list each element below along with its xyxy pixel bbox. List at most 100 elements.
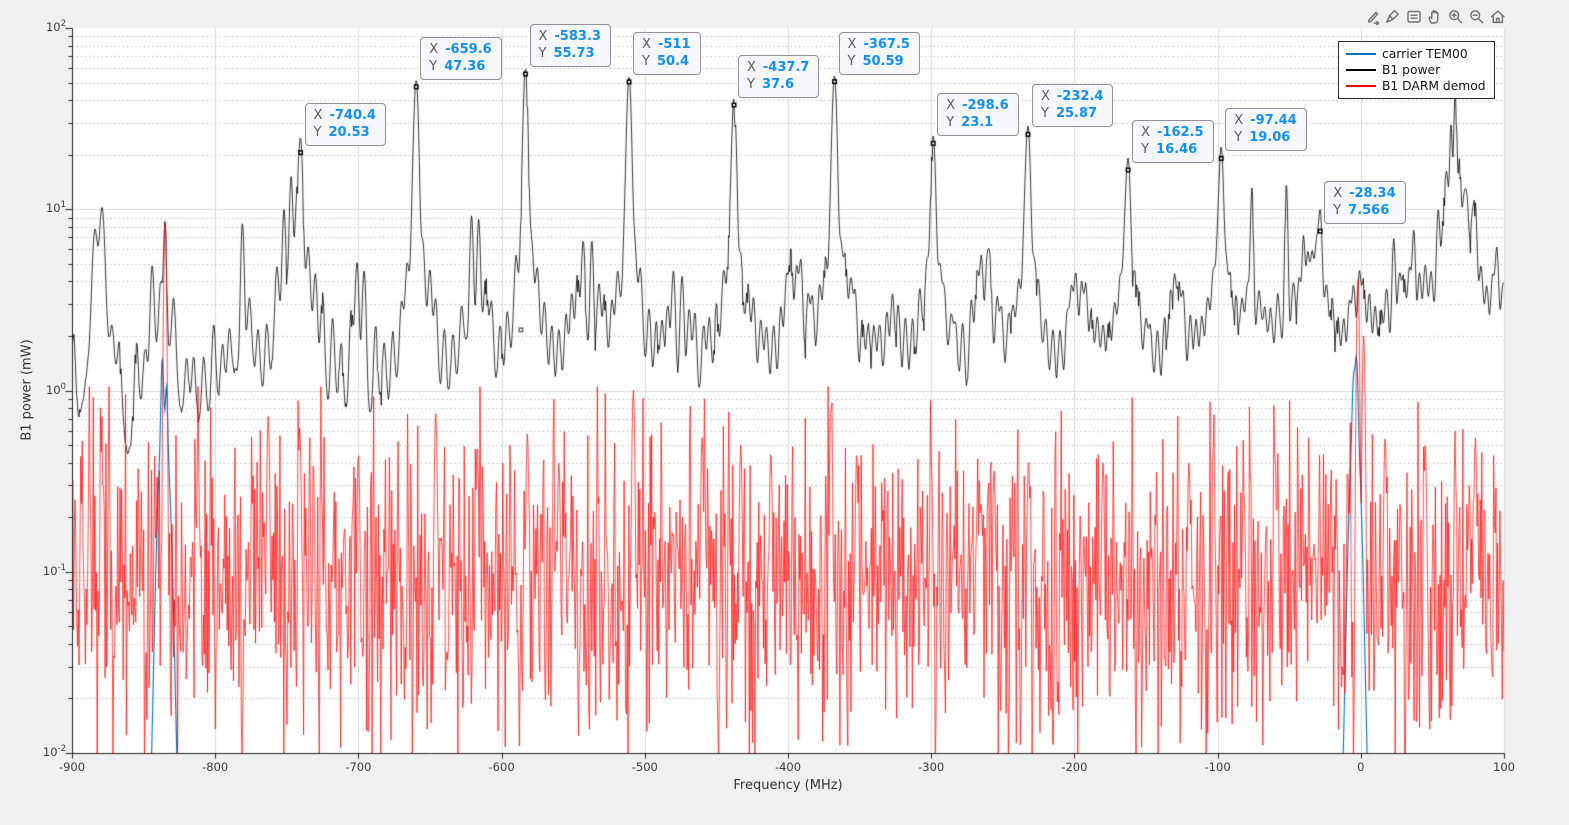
y-tick-label: 101 <box>45 200 66 216</box>
datatip-axis-letter: X <box>313 107 323 123</box>
datatip-7[interactable]: X -232.4 Y 25.87 <box>1032 84 1114 128</box>
datatip-value: 20.53 <box>328 124 370 140</box>
zoom-in-icon[interactable] <box>1446 7 1465 26</box>
datatip-value: -97.44 <box>1250 113 1297 129</box>
datatip-9[interactable]: X -97.44 Y 19.06 <box>1225 108 1307 152</box>
x-tick-label: -100 <box>1204 760 1231 774</box>
datatip-value: 47.36 <box>444 58 486 74</box>
y-tick-label: 10-1 <box>42 562 66 578</box>
datatip-row: X -97.44 <box>1234 112 1296 129</box>
legend-line-sample <box>1346 69 1376 71</box>
datatip-6[interactable]: X -298.6 Y 23.1 <box>937 93 1019 137</box>
legend-line-sample <box>1346 85 1376 87</box>
datatip-row: Y 50.59 <box>848 53 910 70</box>
export-icon[interactable] <box>1362 7 1381 26</box>
datatip-1[interactable]: X -659.6 Y 47.36 <box>420 36 502 80</box>
datatip-value: -511 <box>657 36 691 52</box>
legend-line-sample <box>1346 53 1376 55</box>
datatip-value: -740.4 <box>329 107 376 123</box>
datatip-row: X -740.4 <box>314 107 376 124</box>
datatip-4[interactable]: X -437.7 Y 37.6 <box>738 54 820 98</box>
datatip-value: -583.3 <box>554 29 601 45</box>
datatip-axis-letter: Y <box>946 115 955 131</box>
datatip-axis-letter: X <box>538 29 548 45</box>
datatip-axis-letter: Y <box>313 124 322 140</box>
datatip-row: Y 47.36 <box>429 58 491 75</box>
datatip-0[interactable]: X -740.4 Y 20.53 <box>304 102 386 146</box>
datatip-value: 25.87 <box>1055 106 1098 122</box>
x-tick-label: -500 <box>631 760 658 774</box>
datatip-row: Y 20.53 <box>314 124 376 141</box>
datatip-row: Y 55.73 <box>539 45 601 62</box>
datatip-axis-letter: Y <box>642 53 650 69</box>
datatip-axis-letter: Y <box>1234 130 1243 146</box>
datatip-row: X -28.34 <box>1333 185 1395 202</box>
legend-entry-1[interactable]: B1 power <box>1346 62 1486 78</box>
datatip-axis-letter: X <box>747 59 756 75</box>
y-tick-label: 102 <box>45 19 66 34</box>
datatip-row: X -659.6 <box>429 41 491 58</box>
legend-entry-label: B1 power <box>1382 63 1441 77</box>
zoom-out-icon[interactable] <box>1467 7 1486 26</box>
datatip-row: Y 25.87 <box>1041 105 1103 122</box>
datatip-row: X -583.3 <box>539 28 601 45</box>
y-tick-label: 100 <box>45 381 66 397</box>
datatip-value: -437.7 <box>762 59 810 75</box>
x-tick-label: -900 <box>58 760 86 774</box>
datatip-axis-letter: X <box>429 41 439 57</box>
datatip-value: -367.5 <box>863 36 910 52</box>
legend-entry-label: B1 DARM demod <box>1382 79 1486 93</box>
datatip-value: 16.46 <box>1156 142 1198 158</box>
datatip-axis-letter: X <box>1041 89 1050 105</box>
y-tick-label: 10-2 <box>42 744 66 759</box>
x-tick-label: 0 <box>1357 760 1365 774</box>
datatip-axis-letter: Y <box>1333 203 1342 219</box>
datatip-value: 7.566 <box>1348 203 1390 219</box>
datatip-value: 55.73 <box>553 46 595 62</box>
datatip-row: X -162.5 <box>1141 124 1203 141</box>
datatip-value: 23.1 <box>961 115 994 131</box>
datatip-10[interactable]: X -28.34 Y 7.566 <box>1324 181 1406 225</box>
datatip-row: Y 16.46 <box>1141 141 1203 158</box>
restore-view-icon[interactable] <box>1488 7 1507 26</box>
datatip-axis-letter: X <box>1141 125 1150 141</box>
datatip-value: 37.6 <box>761 76 795 92</box>
x-tick-label: -200 <box>1061 760 1088 774</box>
brush-icon[interactable] <box>1383 7 1402 26</box>
datatip-value: -659.6 <box>445 41 492 57</box>
datatip-axis-letter: Y <box>538 46 547 62</box>
datatip-row: X -232.4 <box>1041 88 1103 105</box>
datatip-5[interactable]: X -367.5 Y 50.59 <box>838 31 920 75</box>
datatip-3[interactable]: X -511 Y 50.4 <box>633 31 701 75</box>
datatips-icon[interactable] <box>1404 7 1423 26</box>
datatip-axis-letter: X <box>1234 113 1244 129</box>
datatip-value: 19.06 <box>1249 130 1291 146</box>
x-tick-label: -600 <box>488 760 515 774</box>
datatip-axis-letter: X <box>1333 186 1343 202</box>
datatip-axis-letter: X <box>946 98 956 114</box>
datatip-axis-letter: Y <box>429 58 438 74</box>
pan-icon[interactable] <box>1425 7 1444 26</box>
datatip-2[interactable]: X -583.3 Y 55.73 <box>529 24 611 68</box>
legend-entry-0[interactable]: carrier TEM00 <box>1346 46 1486 62</box>
datatip-row: Y 37.6 <box>747 76 809 93</box>
datatip-row: X -437.7 <box>747 59 809 76</box>
datatip-axis-letter: X <box>847 36 857 52</box>
legend[interactable]: carrier TEM00 B1 power B1 DARM demod <box>1338 41 1495 99</box>
x-tick-label: -700 <box>345 760 372 774</box>
datatip-value: -28.34 <box>1349 186 1396 202</box>
legend-entry-2[interactable]: B1 DARM demod <box>1346 78 1486 94</box>
datatip-row: Y 7.566 <box>1333 202 1395 219</box>
datatip-row: Y 50.4 <box>642 53 690 70</box>
x-tick-label: 100 <box>1493 760 1515 774</box>
datatip-8[interactable]: X -162.5 Y 16.46 <box>1132 120 1214 164</box>
datatip-axis-letter: Y <box>1041 106 1049 122</box>
legend-entry-label: carrier TEM00 <box>1382 47 1468 61</box>
x-axis-label: Frequency (MHz) <box>733 778 843 793</box>
datatip-value: 50.4 <box>657 53 690 69</box>
datatip-axis-letter: Y <box>747 76 755 92</box>
datatip-row: X -298.6 <box>946 97 1008 114</box>
datatip-axis-letter: X <box>642 36 651 52</box>
